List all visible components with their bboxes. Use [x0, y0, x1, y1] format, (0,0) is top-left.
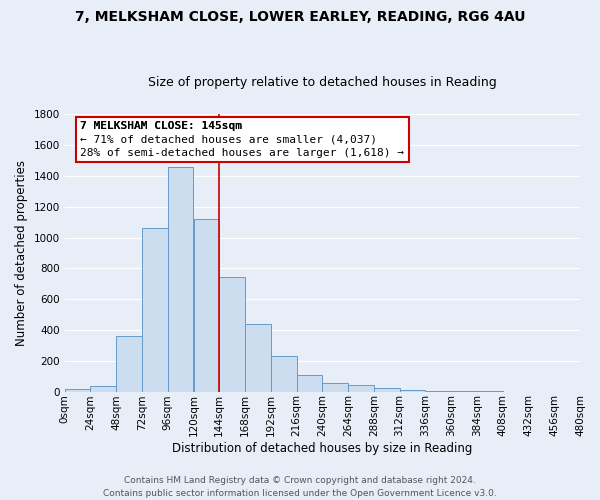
Bar [271, 356, 296, 392]
Text: 7 MELKSHAM CLOSE: 145sqm
← 71% of detached houses are smaller (4,037)
28% of sem: 7 MELKSHAM CLOSE: 145sqm ← 71% of detach… [80, 121, 404, 158]
Bar [142, 228, 168, 392]
Bar [348, 384, 374, 392]
Y-axis label: Number of detached properties: Number of detached properties [15, 160, 28, 346]
Bar [193, 219, 219, 392]
Bar [374, 388, 400, 392]
Bar [400, 390, 425, 392]
Text: Contains HM Land Registry data © Crown copyright and database right 2024.
Contai: Contains HM Land Registry data © Crown c… [103, 476, 497, 498]
Bar [296, 374, 322, 392]
Bar [219, 277, 245, 392]
Bar [116, 336, 142, 392]
Bar [91, 386, 116, 392]
Bar [245, 324, 271, 392]
Bar [65, 389, 91, 392]
Text: 7, MELKSHAM CLOSE, LOWER EARLEY, READING, RG6 4AU: 7, MELKSHAM CLOSE, LOWER EARLEY, READING… [75, 10, 525, 24]
Title: Size of property relative to detached houses in Reading: Size of property relative to detached ho… [148, 76, 497, 90]
Bar [425, 391, 451, 392]
Bar [168, 166, 193, 392]
Bar [322, 383, 348, 392]
X-axis label: Distribution of detached houses by size in Reading: Distribution of detached houses by size … [172, 442, 473, 455]
Text: 7 MELKSHAM CLOSE: 145sqm: 7 MELKSHAM CLOSE: 145sqm [80, 121, 242, 144]
